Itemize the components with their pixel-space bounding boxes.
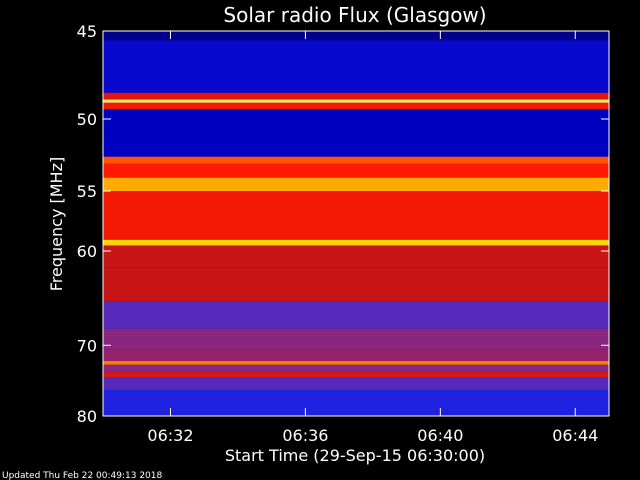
x-tick-label: 06:36 xyxy=(282,426,328,445)
heatmap-band-18 xyxy=(103,364,609,373)
heatmap-band-5 xyxy=(103,109,609,127)
plot-area xyxy=(103,31,609,416)
plot-frame xyxy=(102,30,610,417)
y-tick-label: 55 xyxy=(77,182,97,201)
heatmap-band-2 xyxy=(103,92,609,100)
chart-title: Solar radio Flux (Glasgow) xyxy=(223,3,486,27)
y-axis-label: Frequency [MHz] xyxy=(47,157,66,291)
x-tick-label: 06:32 xyxy=(147,426,193,445)
heatmap-band-19 xyxy=(103,372,609,378)
x-axis: 06:32 06:36 06:40 06:44 xyxy=(147,31,598,445)
y-tick-label: 70 xyxy=(77,336,97,355)
heatmap-band-14 xyxy=(103,301,609,329)
y-tick-label: 45 xyxy=(77,22,97,41)
heatmap-band-17 xyxy=(103,361,609,365)
x-tick-label: 06:40 xyxy=(417,426,463,445)
y-tick-label: 50 xyxy=(77,110,97,129)
heatmap-band-9 xyxy=(103,177,609,191)
heatmap-band-10 xyxy=(103,191,609,240)
heatmap-band-15 xyxy=(103,328,609,350)
heatmap-band-7 xyxy=(103,156,609,164)
y-tick-label: 80 xyxy=(77,407,97,426)
heatmap-band-12 xyxy=(103,245,609,268)
y-tick-label: 60 xyxy=(77,242,97,261)
y-axis: 45 50 55 60 70 80 xyxy=(77,22,609,426)
heatmap-band-8 xyxy=(103,163,609,178)
x-tick-label: 06:44 xyxy=(552,426,598,445)
heatmap-band-1 xyxy=(103,40,609,93)
updated-timestamp: Updated Thu Feb 22 00:49:13 2018 xyxy=(2,471,163,480)
heatmap-band-0 xyxy=(103,31,609,41)
heatmap-band-13 xyxy=(103,267,609,302)
x-axis-label: Start Time (29-Sep-15 06:30:00) xyxy=(225,446,485,465)
heatmap-band-4 xyxy=(103,102,609,110)
heatmap-band-20 xyxy=(103,377,609,390)
heatmap-band-11 xyxy=(103,239,609,246)
heatmap-band-3 xyxy=(103,99,609,103)
heatmap-band-21 xyxy=(103,389,609,416)
heatmap-band-16 xyxy=(103,349,609,361)
heatmap-band-6 xyxy=(103,126,609,157)
